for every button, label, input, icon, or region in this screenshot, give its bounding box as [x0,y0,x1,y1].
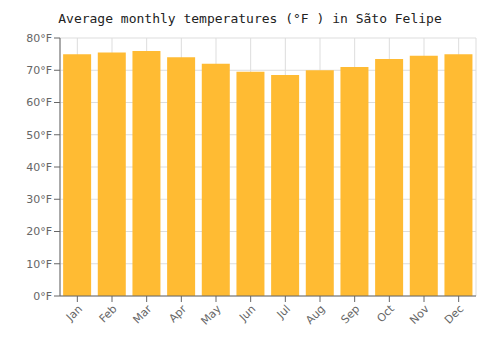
svg-text:Dec: Dec [442,302,466,326]
svg-text:Jul: Jul [274,302,293,321]
svg-text:May: May [198,302,224,328]
svg-text:Aug: Aug [303,302,327,326]
svg-text:20°F: 20°F [26,225,52,238]
svg-text:0°F: 0°F [33,290,52,303]
svg-text:30°F: 30°F [26,193,52,206]
svg-text:Nov: Nov [407,302,432,327]
svg-text:Sep: Sep [338,302,362,326]
svg-text:70°F: 70°F [26,64,52,77]
svg-text:Feb: Feb [97,302,120,325]
svg-text:80°F: 80°F [26,32,52,45]
svg-text:40°F: 40°F [26,161,52,174]
svg-text:50°F: 50°F [26,129,52,142]
svg-text:60°F: 60°F [26,96,52,109]
svg-text:Oct: Oct [374,302,397,325]
html-text:Average monthly temperatures (: Average monthly temperatures (°F ) in Sã… [58,11,442,26]
svg-text:Mar: Mar [130,302,154,326]
svg-text:Jun: Jun [236,302,258,324]
svg-text:10°F: 10°F [26,258,52,271]
svg-text:Apr: Apr [166,302,189,325]
svg-text:Jan: Jan [63,302,85,324]
